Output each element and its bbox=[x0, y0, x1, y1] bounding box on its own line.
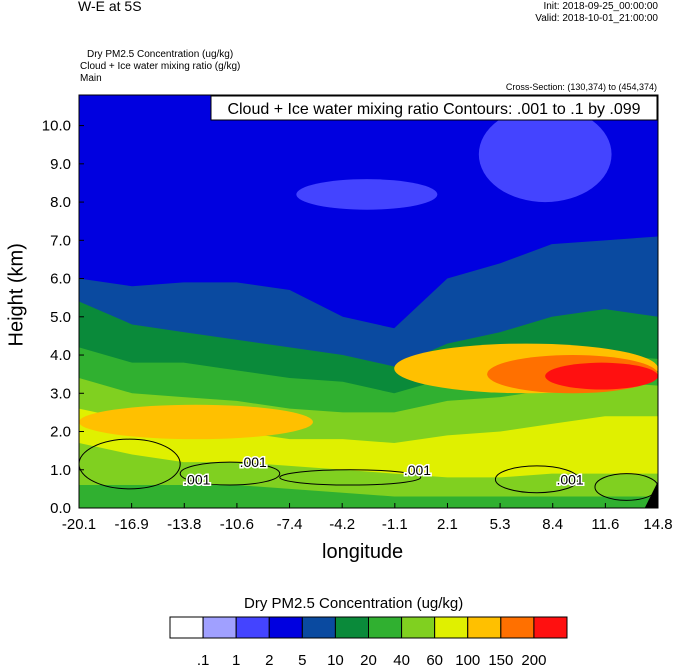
y-tick-label: 5.0 bbox=[50, 309, 71, 326]
valid-time: Valid: 2018-10-01_21:00:00 bbox=[535, 13, 658, 24]
colorbar-swatch bbox=[500, 616, 535, 639]
colorbar-swatch bbox=[368, 616, 403, 639]
colorbar-label: 60 bbox=[426, 652, 443, 667]
x-tick-label: -13.8 bbox=[167, 516, 201, 533]
plot-title: W-E at 5S bbox=[78, 0, 142, 14]
x-tick-label: 8.4 bbox=[542, 516, 563, 533]
terrain bbox=[644, 481, 658, 508]
y-tick-label: 7.0 bbox=[50, 232, 71, 249]
init-time: Init: 2018-09-25_00:00:00 bbox=[543, 1, 658, 12]
init-valid-times: Init: 2018-09-25_00:00:00 Valid: 2018-10… bbox=[535, 1, 658, 25]
y-tick-label: 0.0 bbox=[50, 500, 71, 517]
contour-value-label: .001 bbox=[240, 454, 267, 470]
x-tick-label: 5.3 bbox=[490, 516, 511, 533]
contour-info-box bbox=[210, 95, 658, 121]
plot-frame bbox=[78, 94, 659, 509]
colorbar-swatch bbox=[301, 616, 336, 639]
colorbar-swatch bbox=[334, 616, 369, 639]
colorbar-swatch bbox=[434, 616, 469, 639]
y-tick-label: 2.0 bbox=[50, 424, 71, 441]
colorbar-label: 1 bbox=[232, 652, 240, 667]
x-tick-label: 11.6 bbox=[591, 516, 619, 533]
y-tick-label: 3.0 bbox=[50, 385, 71, 402]
contour-line bbox=[594, 473, 658, 501]
x-tick-label: -4.2 bbox=[329, 516, 355, 533]
x-tick-label: -10.6 bbox=[220, 516, 254, 533]
x-tick-label: -1.1 bbox=[382, 516, 408, 533]
colorbar-swatch bbox=[268, 616, 303, 639]
contour-value-label: .001 bbox=[556, 471, 583, 487]
colorbar-swatch bbox=[533, 616, 568, 639]
x-tick-label: -16.9 bbox=[115, 516, 149, 533]
colorbar-title: Dry PM2.5 Concentration (ug/kg) bbox=[244, 595, 464, 612]
field-hotspot bbox=[478, 106, 612, 203]
contour-line bbox=[79, 438, 181, 490]
subtitle-pm25: Dry PM2.5 Concentration (ug/kg) bbox=[87, 49, 234, 60]
colorbar-swatch bbox=[235, 616, 270, 639]
contour-value-label: .001 bbox=[404, 462, 431, 478]
colorbar-label: 5 bbox=[298, 652, 306, 667]
colorbar-label: 200 bbox=[521, 652, 546, 667]
subtitle-main: Main bbox=[80, 73, 102, 84]
colorbar-label: 150 bbox=[488, 652, 513, 667]
x-tick-label: 14.8 bbox=[643, 516, 672, 533]
field-hotspot bbox=[545, 362, 658, 390]
colorbar-label: 20 bbox=[360, 652, 377, 667]
colorbar-label: 2 bbox=[265, 652, 273, 667]
colorbar-swatch bbox=[467, 616, 502, 639]
cross-section-label: Cross-Section: (130,374) to (454,374) bbox=[505, 82, 657, 92]
x-axis-label: longitude bbox=[322, 541, 404, 563]
colorbar-label: 100 bbox=[455, 652, 480, 667]
plot-area: .001 .001 .001 .001 bbox=[79, 95, 658, 508]
x-tick-label: 2.1 bbox=[437, 516, 458, 533]
colorbar-swatch bbox=[401, 616, 436, 639]
y-tick-label: 4.0 bbox=[50, 347, 71, 364]
x-tick-label: -7.4 bbox=[277, 516, 303, 533]
y-tick-label: 9.0 bbox=[50, 156, 71, 173]
field-layer bbox=[79, 485, 658, 508]
contour-line bbox=[494, 465, 579, 494]
y-tick-label: 6.0 bbox=[50, 271, 71, 288]
field-hotspot bbox=[79, 404, 313, 440]
colorbar-label: 40 bbox=[393, 652, 410, 667]
colorbar-swatch bbox=[169, 616, 204, 639]
subtitle-cloud-ice: Cloud + Ice water mixing ratio (g/kg) bbox=[80, 61, 241, 72]
colorbar-label: .1 bbox=[197, 652, 210, 667]
y-tick-label: 10.0 bbox=[42, 118, 71, 135]
field-hotspot bbox=[296, 179, 438, 210]
contour-line bbox=[279, 469, 422, 486]
contour-line bbox=[179, 461, 281, 486]
y-tick-label: 1.0 bbox=[50, 462, 71, 479]
colorbar-label: 10 bbox=[327, 652, 344, 667]
y-tick-label: 8.0 bbox=[50, 194, 71, 211]
contour-value-label: .001 bbox=[183, 471, 210, 487]
colorbar-swatch bbox=[202, 616, 237, 639]
y-axis-label: Height (km) bbox=[5, 243, 28, 347]
contour-info-text: Cloud + Ice water mixing ratio Contours:… bbox=[227, 101, 640, 118]
x-tick-label: -20.1 bbox=[62, 516, 96, 533]
